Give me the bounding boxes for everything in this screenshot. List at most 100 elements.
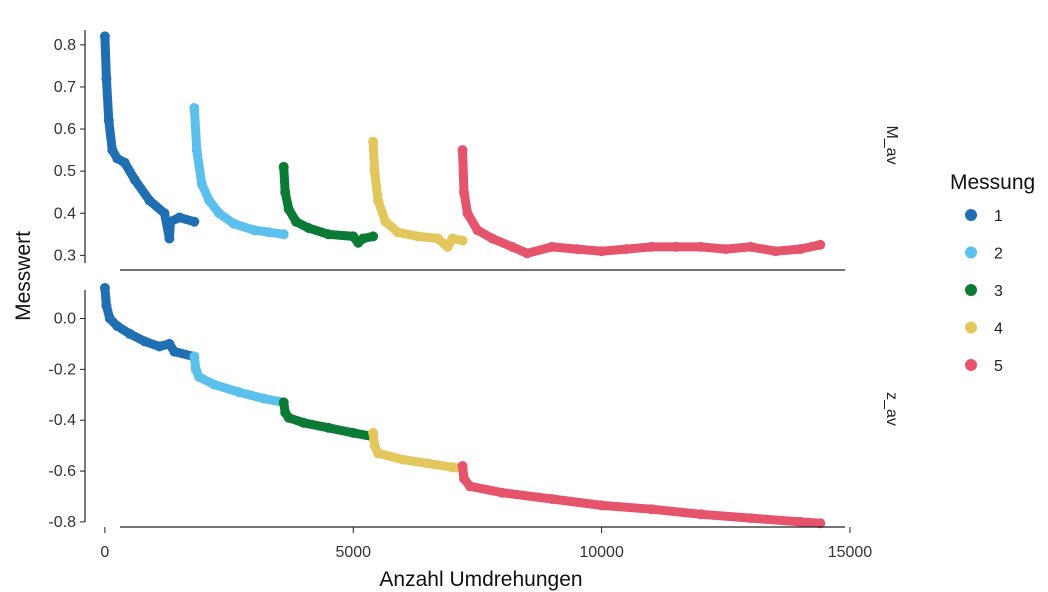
data-point (487, 233, 498, 244)
legend-label-4: 4 (994, 321, 1003, 338)
x-axis: 0 5000 10000 15000 (100, 526, 873, 561)
data-point (815, 239, 826, 250)
data-point (646, 504, 657, 515)
data-point (278, 229, 289, 240)
data-point (204, 195, 215, 206)
legend-key-1 (965, 209, 977, 221)
data-point (457, 235, 468, 246)
legend-label-3: 3 (994, 283, 1003, 300)
series-line (368, 428, 467, 473)
panel-m-av: 0.3 0.4 0.5 0.6 0.7 0.8 (54, 30, 845, 271)
data-point (380, 216, 391, 227)
data-point (795, 516, 806, 527)
data-point (671, 241, 682, 252)
data-point (432, 233, 443, 244)
data-point (472, 225, 483, 236)
y-tick-label: 0.5 (54, 163, 76, 180)
series-line (189, 103, 289, 239)
data-point (129, 174, 140, 185)
data-point (278, 161, 289, 172)
data-point (280, 187, 291, 198)
data-point (112, 321, 123, 332)
data-point (695, 509, 706, 520)
data-point (596, 246, 607, 257)
y-tick-label: 0.4 (54, 205, 76, 222)
legend-label-1: 1 (994, 208, 1003, 225)
data-point (571, 244, 582, 255)
y-tick-label: 0.3 (54, 247, 76, 264)
series-2-m-av (189, 103, 289, 240)
data-point (368, 427, 379, 438)
data-point (99, 283, 110, 293)
data-point (745, 513, 756, 524)
data-point (107, 145, 118, 156)
x-tick-label: 15000 (828, 544, 873, 561)
facet-label-z-av: z_av (883, 392, 900, 426)
data-point (263, 227, 274, 238)
y-tick-label: 0.0 (54, 311, 76, 328)
data-point (124, 328, 135, 339)
y-axis-title: Messwert (12, 231, 35, 321)
series-line (458, 145, 825, 258)
y-tick-label: -0.8 (48, 514, 76, 531)
data-point (720, 244, 731, 255)
series-5-m-av (457, 145, 826, 259)
data-point (646, 241, 657, 252)
legend-key-5 (965, 359, 977, 371)
data-point (169, 346, 180, 357)
series-line (368, 137, 467, 252)
data-point (323, 229, 334, 240)
data-point (104, 313, 115, 324)
data-point (164, 338, 175, 349)
data-point (459, 473, 469, 484)
legend-key-2 (965, 246, 977, 259)
data-point (214, 208, 225, 219)
series-3-z-av (278, 397, 379, 442)
data-point (283, 204, 294, 215)
data-point (165, 216, 176, 227)
data-point (196, 178, 207, 189)
data-point (497, 487, 508, 498)
legend-key-4 (965, 321, 977, 334)
data-point (745, 241, 756, 252)
y-tick-label: -0.6 (48, 463, 76, 480)
data-point (373, 448, 384, 459)
data-point (189, 216, 200, 227)
data-point (189, 351, 200, 362)
data-point (234, 387, 244, 398)
y-tick-label: 0.8 (54, 37, 76, 54)
data-point (368, 231, 379, 242)
data-point (144, 195, 155, 206)
legend-label-2: 2 (994, 246, 1003, 263)
panel-z-av: 0.0 -0.2 -0.4 -0.6 -0.8 (48, 283, 826, 531)
data-point (348, 427, 359, 438)
data-point (229, 218, 239, 229)
x-tick-label: 5000 (335, 544, 371, 561)
series-2-z-av (189, 351, 289, 408)
series-4-z-av (368, 427, 468, 474)
x-axis-title: Anzahl Umdrehungen (379, 568, 582, 591)
data-point (815, 518, 826, 529)
series-line (100, 31, 199, 243)
data-point (189, 103, 200, 113)
data-point (369, 440, 380, 451)
data-point (258, 393, 269, 404)
data-point (358, 233, 369, 244)
data-point (103, 115, 114, 126)
data-point (194, 372, 205, 382)
data-point (278, 397, 289, 408)
data-point (621, 244, 632, 255)
data-point (119, 157, 130, 168)
data-point (154, 341, 165, 352)
data-point (442, 241, 453, 252)
data-point (209, 379, 220, 390)
data-point (457, 145, 468, 156)
data-point (323, 422, 334, 433)
data-point (174, 212, 185, 223)
data-point (412, 231, 423, 242)
data-point (397, 454, 408, 465)
data-point (101, 300, 112, 311)
data-point (465, 481, 475, 492)
data-point (459, 187, 469, 198)
